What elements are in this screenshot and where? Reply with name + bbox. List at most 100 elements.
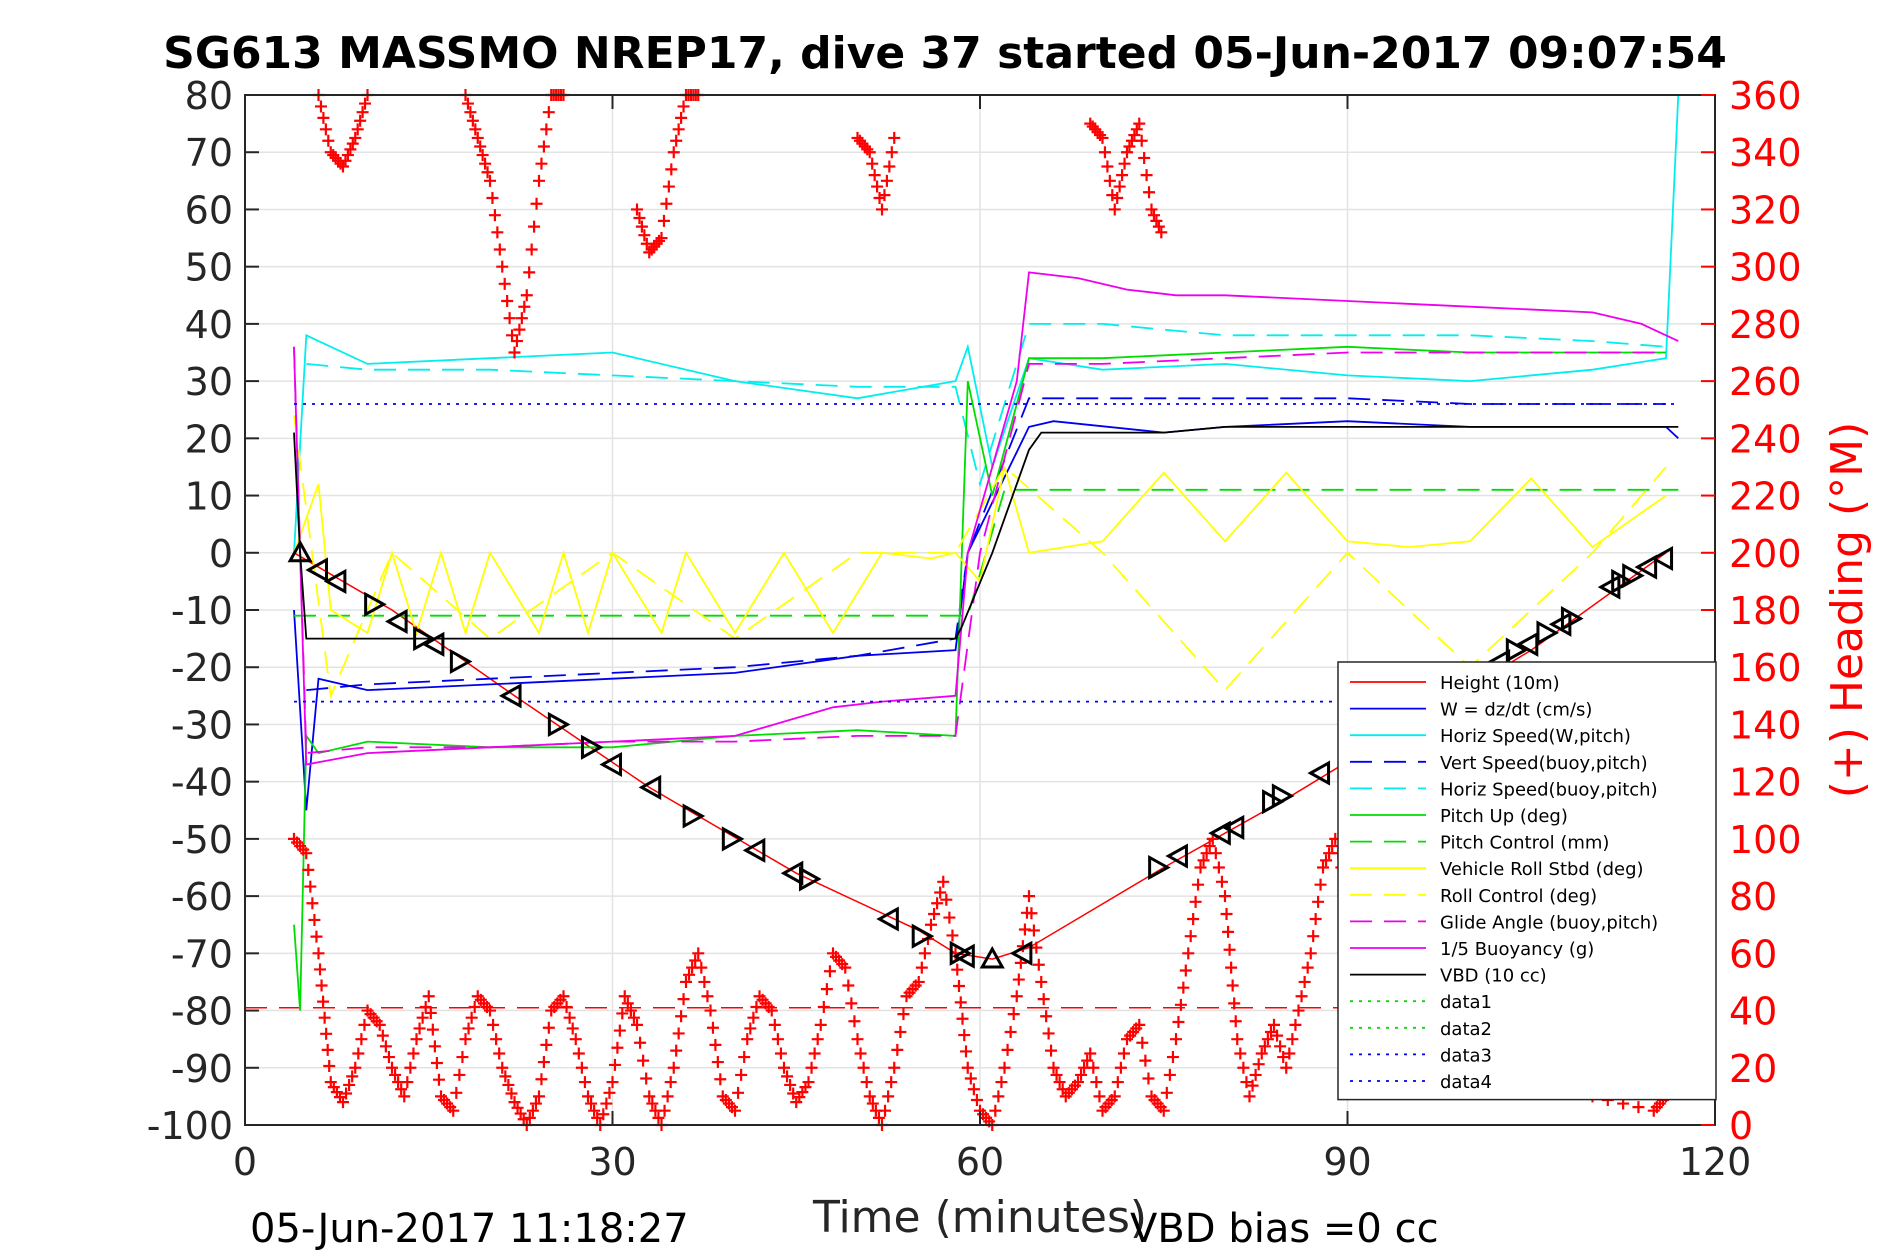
heading-marker-top — [356, 106, 369, 119]
heading-marker — [937, 875, 950, 888]
heading-layer — [288, 89, 1672, 1131]
heading-marker-top — [868, 169, 881, 182]
heading-marker-top — [1113, 180, 1126, 193]
heading-marker-top — [1155, 226, 1168, 239]
heading-marker-top — [670, 134, 683, 147]
heading-marker — [1045, 1044, 1058, 1057]
triangle-marker — [449, 648, 473, 675]
heading-marker — [517, 1113, 530, 1126]
heading-marker — [1182, 947, 1195, 960]
y2-tick-label: 100 — [1729, 818, 1802, 862]
triangle-marker — [638, 774, 662, 800]
heading-marker — [1179, 964, 1192, 977]
heading-marker — [349, 1061, 362, 1074]
heading-marker — [854, 1047, 867, 1060]
heading-marker — [711, 1056, 724, 1069]
heading-marker — [1215, 875, 1228, 888]
heading-marker-top — [481, 166, 494, 179]
series-line-8 — [293, 415, 1667, 700]
heading-marker — [432, 1073, 445, 1086]
y-tick-label: 50 — [185, 246, 233, 290]
heading-marker — [505, 1087, 518, 1100]
heading-marker — [839, 961, 852, 974]
heading-marker — [1050, 1068, 1063, 1081]
y2-tick-label: 220 — [1729, 475, 1802, 519]
heading-marker — [960, 1045, 972, 1058]
heading-marker — [591, 1111, 604, 1124]
heading-marker — [698, 975, 711, 988]
heading-marker — [954, 996, 967, 1009]
heading-marker — [1136, 1036, 1149, 1049]
heading-marker — [487, 1018, 500, 1031]
heading-marker — [925, 918, 937, 931]
heading-marker — [879, 1104, 892, 1117]
heading-marker — [1133, 1018, 1146, 1031]
heading-marker-top — [863, 146, 876, 159]
heading-marker — [621, 997, 634, 1010]
heading-marker-top — [1098, 146, 1111, 159]
heading-marker — [1037, 993, 1050, 1006]
y-tick-label: 20 — [185, 417, 233, 461]
heading-marker — [1032, 958, 1045, 971]
heading-marker-top — [635, 220, 648, 233]
y-tick-label: 30 — [185, 360, 233, 404]
heading-marker — [643, 1090, 656, 1103]
heading-marker — [508, 1096, 521, 1109]
heading-marker — [670, 1044, 683, 1057]
heading-marker — [811, 1033, 824, 1046]
heading-marker — [897, 1008, 910, 1021]
heading-marker-top — [1096, 131, 1109, 144]
heading-marker — [582, 1090, 594, 1103]
legend-label-9: Glide Angle (buoy,pitch) — [1440, 912, 1658, 933]
heading-marker — [661, 1090, 674, 1103]
y-tick-label: 40 — [185, 303, 233, 347]
heading-marker — [416, 1011, 429, 1024]
heading-marker-top — [486, 192, 499, 204]
heading-marker — [1142, 1072, 1155, 1085]
triangle-marker — [385, 608, 408, 634]
heading-marker — [1304, 947, 1317, 960]
heading-marker — [302, 863, 315, 876]
heading-marker — [1268, 1018, 1280, 1031]
y-tick-label: -30 — [171, 703, 233, 747]
heading-marker — [805, 1061, 818, 1074]
heading-marker — [672, 1027, 685, 1040]
triangle-marker — [1009, 940, 1033, 966]
triangle-marker — [1536, 620, 1560, 646]
heading-marker — [422, 990, 435, 1003]
heading-marker — [496, 1061, 509, 1074]
heading-marker-top — [520, 289, 533, 302]
y2-tick-label: 60 — [1729, 932, 1777, 976]
heading-marker — [677, 993, 690, 1006]
heading-marker — [1042, 1027, 1055, 1040]
heading-marker — [424, 1006, 437, 1019]
heading-marker-top — [638, 229, 651, 242]
heading-marker — [1220, 907, 1233, 920]
triangle-marker — [1165, 843, 1188, 869]
y-tick-label: -20 — [171, 646, 233, 690]
heading-marker — [1222, 925, 1235, 938]
heading-marker — [542, 1021, 555, 1034]
heading-marker-top — [1101, 160, 1114, 173]
series-line-2 — [293, 94, 1680, 553]
triangle-marker — [1148, 854, 1171, 881]
heading-marker — [640, 1072, 653, 1085]
heading-marker — [882, 1090, 895, 1103]
heading-marker-top — [359, 97, 372, 110]
heading-marker-top — [508, 346, 521, 359]
heading-marker — [1087, 1061, 1100, 1074]
heading-marker-top — [322, 134, 335, 147]
heading-marker — [540, 1038, 553, 1051]
y-tick-label: -60 — [171, 875, 233, 919]
legend-label-3: Vert Speed(buoy,pitch) — [1440, 753, 1648, 774]
heading-marker-top — [344, 143, 357, 156]
heading-marker — [765, 1004, 778, 1017]
heading-marker — [572, 1047, 585, 1060]
heading-marker — [704, 1004, 717, 1017]
heading-marker — [771, 1033, 784, 1046]
triangle-marker — [421, 631, 445, 657]
heading-marker — [738, 1051, 751, 1064]
heading-marker — [1139, 1054, 1152, 1067]
heading-marker-top — [471, 131, 484, 144]
heading-marker — [894, 1026, 907, 1039]
